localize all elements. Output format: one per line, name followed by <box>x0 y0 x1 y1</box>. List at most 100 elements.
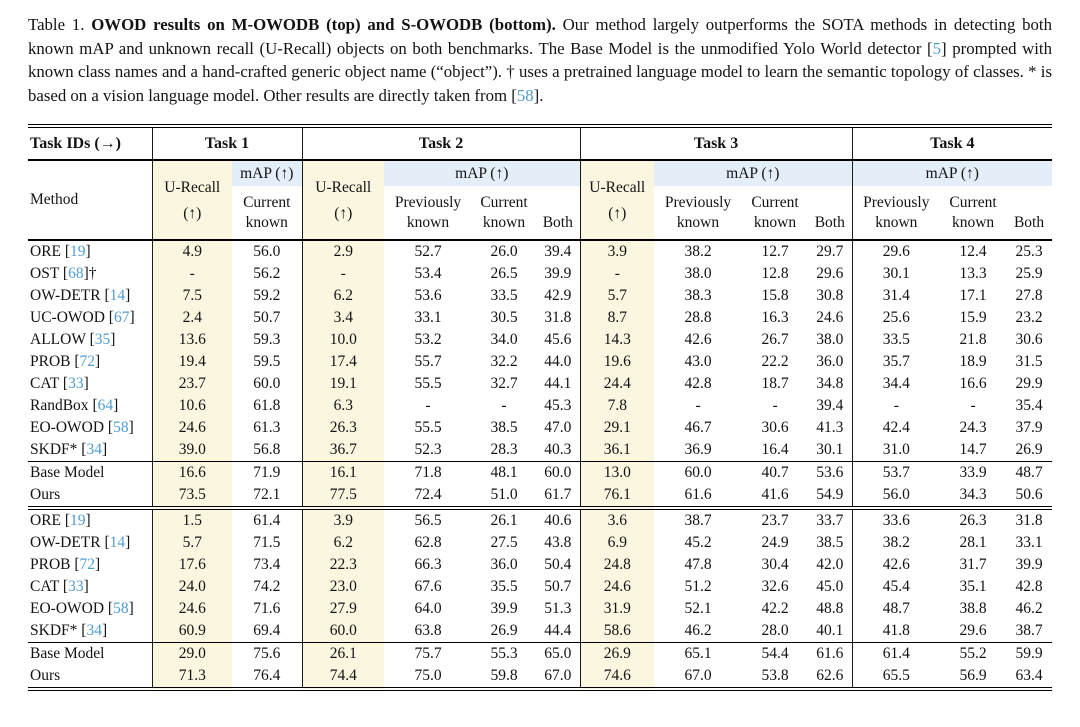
value-cell: 29.6 <box>816 265 844 283</box>
value-cell: 62.6 <box>808 665 853 692</box>
value-cell: 34.8 <box>816 375 844 393</box>
value-cell: 16.3 <box>761 309 789 327</box>
value-cell: 61.6 <box>808 642 853 666</box>
caption-label: Table 1. <box>28 15 85 34</box>
value-cell: 76.4 <box>232 665 303 692</box>
citation-link[interactable]: 33 <box>68 578 84 596</box>
value-cell: 16.1 <box>301 461 385 485</box>
value-cell: 35.5 <box>490 578 518 596</box>
citation-link[interactable]: 34 <box>86 441 102 459</box>
value-cell: 35.1 <box>959 578 987 596</box>
metric-header-row: Method U-Recall (↑) mAP (↑) U-Recall (↑)… <box>28 160 1053 242</box>
value-cell: 42.9 <box>544 287 572 305</box>
value-cell: 22.3 <box>301 554 385 577</box>
value-cell: 18.7 <box>761 375 789 393</box>
u-recall-header-task2: U-Recall (↑) <box>301 160 385 242</box>
value-cell: 40.7 <box>742 461 809 485</box>
citation-link[interactable]: 5 <box>932 38 942 58</box>
citation-link[interactable]: 72 <box>79 556 96 574</box>
table-row: ALLOW [35] 13.6 59.3 10.0 53.2 34.0 45.6 14.3 42… <box>28 329 1052 352</box>
citation-link[interactable]: 19 <box>70 243 86 261</box>
value-cell: 33.7 <box>816 512 844 530</box>
value-cell: 60.0 <box>301 620 385 643</box>
value-cell: 26.7 <box>761 331 789 349</box>
citation-link[interactable]: 19 <box>70 512 86 530</box>
value-cell: 75.0 <box>384 665 473 692</box>
method-cell: UC-OWOD [67] <box>30 309 135 327</box>
value-cell: 27.9 <box>301 598 385 621</box>
value-cell: 26.9 <box>1015 441 1043 459</box>
citation-link[interactable]: 58 <box>516 85 534 105</box>
value-cell: 45.4 <box>851 576 941 599</box>
value-cell: 61.4 <box>851 642 941 666</box>
citation-link[interactable]: 68 <box>68 265 84 283</box>
value-cell: - <box>501 397 507 415</box>
value-cell: 30.6 <box>1015 331 1043 349</box>
method-cell: CAT [33] <box>30 375 89 393</box>
value-cell: 59.8 <box>472 665 537 692</box>
value-cell: 7.5 <box>151 285 232 308</box>
task4-header: Task 4 <box>851 124 1053 162</box>
value-cell: 50.7 <box>544 578 572 596</box>
value-cell: 26.9 <box>579 642 655 666</box>
citation-link[interactable]: 33 <box>68 375 84 393</box>
value-cell: 17.6 <box>151 554 232 577</box>
value-cell: 38.8 <box>959 600 987 618</box>
value-cell: 40.6 <box>544 512 572 530</box>
table-row: Ours 71.3 76.4 74.4 75.0 59.8 67.0 74.6 67.0 53.8… <box>28 665 1053 692</box>
value-cell: 35.7 <box>851 351 941 374</box>
value-cell: 28.1 <box>959 534 987 552</box>
value-cell: 48.8 <box>816 600 844 618</box>
table-row: EO-OWOD [58] 24.6 61.3 26.3 55.5 38.5 47.0 29.1… <box>28 417 1052 440</box>
value-cell: 50.6 <box>1006 484 1053 511</box>
citation-link[interactable]: 67 <box>113 309 130 327</box>
value-cell: 26.5 <box>490 265 518 283</box>
citation-link[interactable]: 58 <box>113 600 129 618</box>
value-cell: 29.1 <box>579 417 655 440</box>
table-row: OW-DETR [14] 7.5 59.2 6.2 53.6 33.5 42.9 5.7 38.… <box>28 285 1052 308</box>
value-cell: 38.5 <box>816 534 844 552</box>
value-cell: 45.2 <box>684 534 712 552</box>
value-cell: 63.8 <box>414 622 442 640</box>
value-cell: 42.4 <box>851 417 941 440</box>
value-cell: 31.4 <box>851 285 941 308</box>
task-ids-row: Task IDs (→) Task 1 Task 2 Task 3 Task 4 <box>28 124 1053 162</box>
value-cell: 59.3 <box>253 331 281 349</box>
citation-link[interactable]: 64 <box>97 397 114 415</box>
value-cell: 67.0 <box>654 665 743 692</box>
value-cell: 73.4 <box>253 556 281 574</box>
u-recall-header-task1: U-Recall (↑) <box>151 160 232 242</box>
value-cell: 7.8 <box>579 395 655 418</box>
citation-link[interactable]: 35 <box>94 331 111 349</box>
u-recall-header-task3: U-Recall (↑) <box>579 160 655 242</box>
value-cell: 72.4 <box>384 484 473 511</box>
citation-link[interactable]: 34 <box>86 622 102 640</box>
sub-header-row: Current known Previously known Current k… <box>28 186 1053 242</box>
value-cell: 39.9 <box>1015 556 1043 574</box>
caption-citation-2: [58] <box>511 85 540 105</box>
task3-header: Task 3 <box>579 124 853 162</box>
up-arrow: (↑) <box>608 204 627 222</box>
citation-link[interactable]: 58 <box>113 419 129 437</box>
previously-known-header: Previously known <box>654 186 743 242</box>
value-cell: 64.0 <box>414 600 442 618</box>
value-cell: 1.5 <box>151 508 232 533</box>
value-cell: 6.9 <box>579 532 655 555</box>
value-cell: 36.1 <box>579 439 655 462</box>
method-cell: Ours <box>28 484 152 511</box>
method-column-header: Method <box>28 160 152 242</box>
citation-link[interactable]: 72 <box>79 353 96 371</box>
value-cell: 30.1 <box>816 441 844 459</box>
value-cell: 31.8 <box>544 309 572 327</box>
value-cell: 48.7 <box>1006 461 1053 485</box>
value-cell: 24.9 <box>761 534 789 552</box>
value-cell: - <box>772 397 778 415</box>
citation-link[interactable]: 14 <box>109 287 126 305</box>
up-arrow: (↑) <box>334 204 353 222</box>
citation-link[interactable]: 14 <box>109 534 126 552</box>
value-cell: 33.1 <box>1015 534 1043 552</box>
value-cell: 28.0 <box>761 622 789 640</box>
value-cell: 23.0 <box>301 576 385 599</box>
value-cell: 51.3 <box>544 600 572 618</box>
value-cell: 30.8 <box>816 287 844 305</box>
